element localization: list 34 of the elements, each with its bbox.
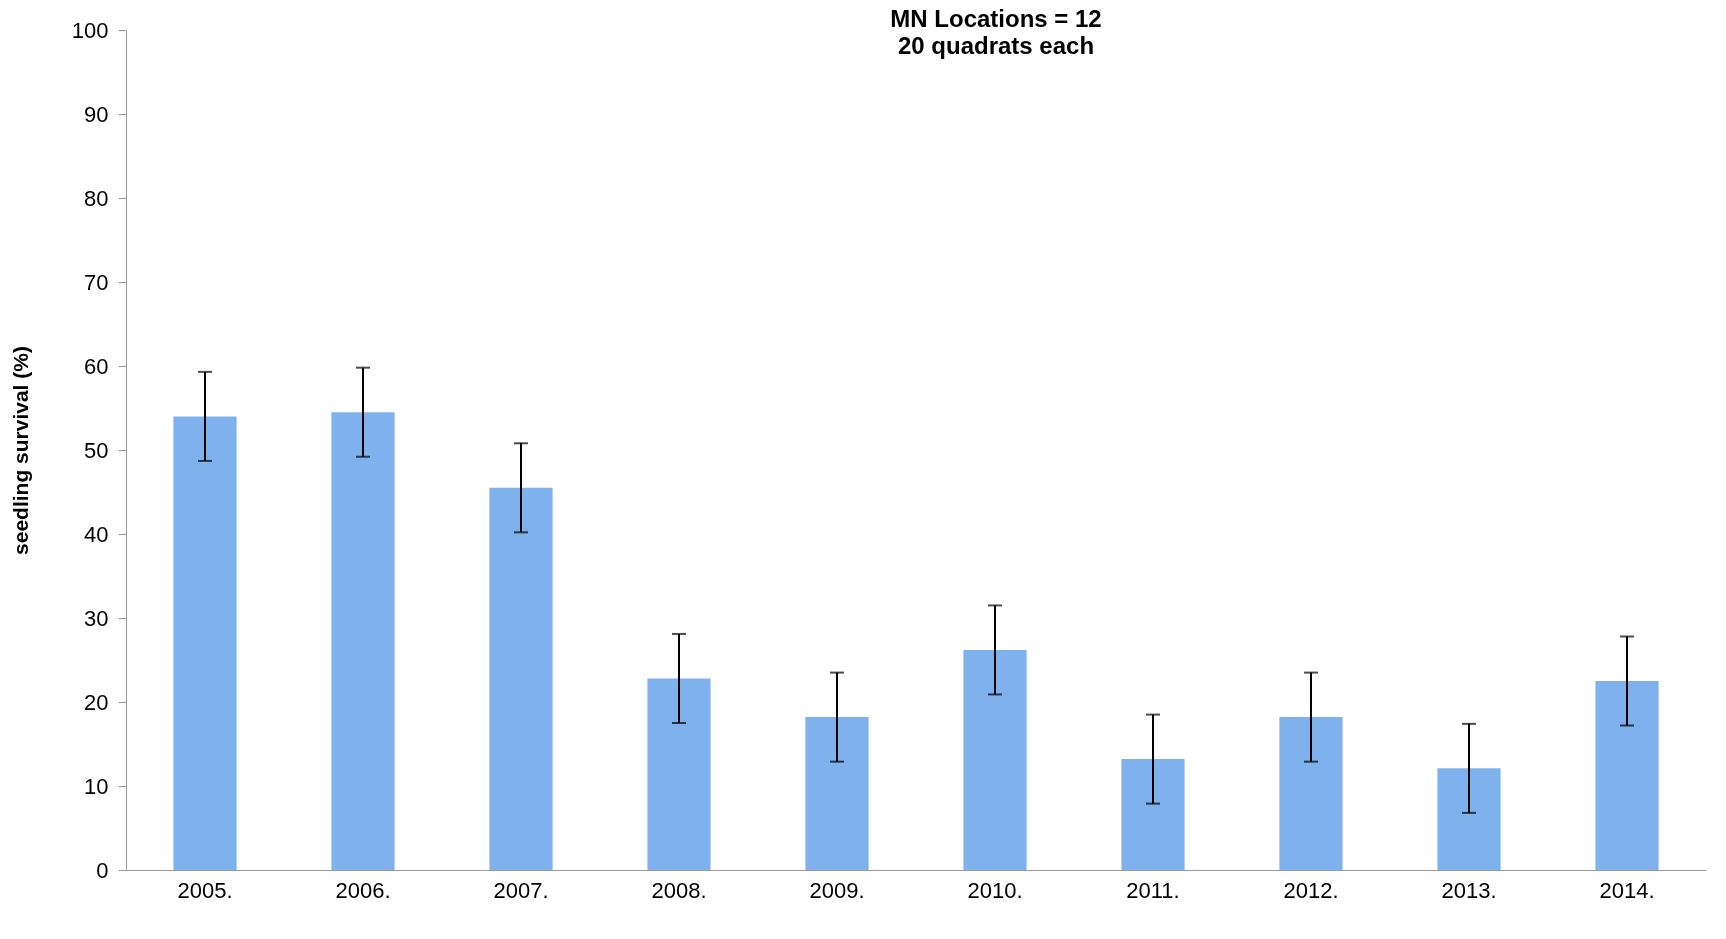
x-tick-label: 2008. [651, 877, 707, 903]
x-tick-label: 2010. [967, 877, 1023, 903]
y-tick-label: 90 [84, 101, 109, 127]
y-tick-label: 20 [84, 689, 109, 715]
x-tick-label: 2009. [809, 877, 865, 903]
y-axis-title: seedling survival (%) [8, 346, 32, 555]
y-tick-label: 0 [96, 857, 109, 883]
bar [963, 649, 1027, 870]
bar [1121, 759, 1185, 870]
chart-subtitle: 20 quadrats each [897, 32, 1095, 59]
bar [1437, 768, 1501, 870]
x-tick-label: 2011. [1126, 877, 1180, 903]
x-tick-label: 2007. [493, 877, 549, 903]
bar [1279, 717, 1343, 870]
x-tick-label: 2012. [1283, 877, 1339, 903]
y-tick-label: 40 [84, 521, 109, 547]
x-tick-label: 2005. [177, 877, 233, 903]
x-tick-label: 2013. [1441, 877, 1497, 903]
y-tick-label: 70 [84, 269, 109, 295]
y-tick-label: 50 [84, 437, 109, 463]
x-tick-label: 2014. [1599, 877, 1655, 903]
y-tick-label: 100 [71, 17, 109, 43]
bar [173, 416, 237, 870]
x-tick-label: 2006. [335, 877, 391, 903]
bar [647, 678, 711, 870]
y-tick-label: 60 [84, 353, 109, 379]
bar [331, 412, 395, 870]
bar [1595, 681, 1659, 870]
chart-title: MN Locations = 12 [890, 5, 1102, 32]
bar [805, 717, 869, 870]
y-tick-label: 80 [84, 185, 109, 211]
y-tick-label: 30 [84, 605, 109, 631]
bar [489, 487, 553, 870]
y-tick-label: 10 [84, 773, 109, 799]
